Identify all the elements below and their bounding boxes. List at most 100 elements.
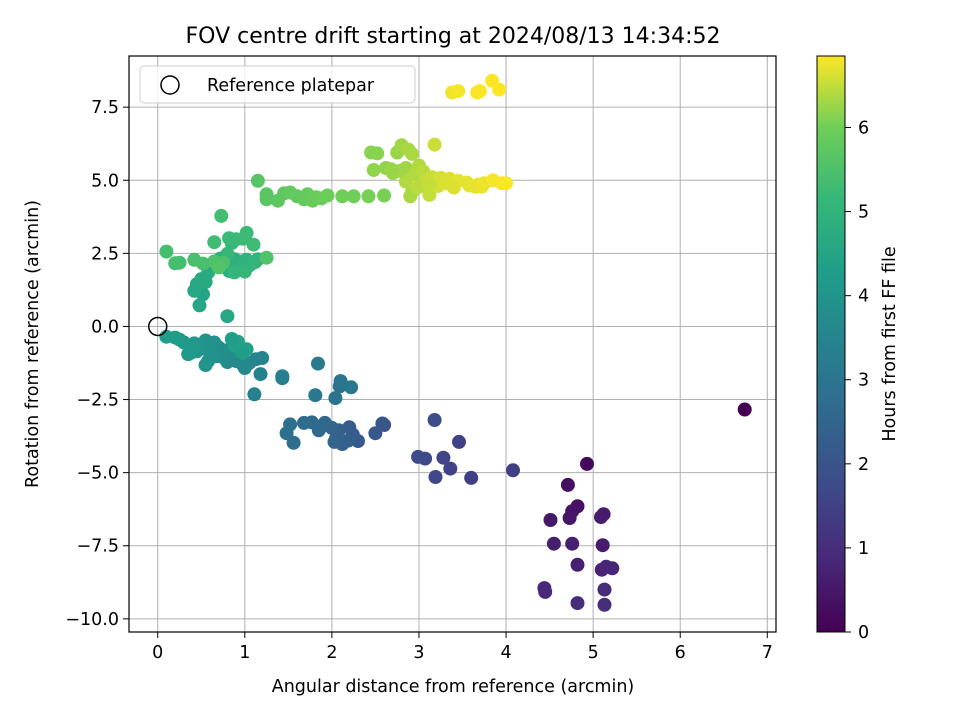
data-point [492, 82, 507, 97]
x-tick-label: 1 [239, 643, 250, 663]
chart-title: FOV centre drift starting at 2024/08/13 … [186, 24, 721, 49]
x-tick-label: 2 [326, 643, 337, 663]
y-axis-ticks: 7.5 5.0 2.5 0.0 −2.5 −5.0 −7.5 −10.0 [65, 98, 129, 630]
data-point [181, 347, 196, 362]
data-point [538, 584, 553, 599]
x-tick-label: 6 [675, 643, 686, 663]
data-point [560, 477, 575, 492]
data-point [472, 84, 487, 99]
data-point [196, 256, 210, 271]
colorbar-tick-label: 4 [858, 287, 869, 307]
data-point [446, 180, 461, 195]
colorbar-tick-label: 5 [858, 203, 869, 223]
data-point [594, 510, 608, 525]
y-tick-label: −10.0 [65, 610, 119, 630]
legend-box [139, 65, 416, 104]
data-point [597, 582, 612, 597]
data-point [370, 146, 385, 161]
data-point [377, 188, 392, 203]
data-point [368, 426, 383, 441]
data-point [565, 536, 580, 551]
data-point [286, 435, 301, 450]
data-point [168, 256, 183, 271]
reference-platepar-marker [147, 316, 168, 337]
data-point [398, 174, 413, 189]
data-point [499, 176, 514, 191]
colorbar-tick-label: 2 [858, 455, 869, 475]
data-point [253, 367, 268, 382]
legend-reference-marker [160, 75, 180, 95]
data-point [422, 177, 437, 192]
data-point [320, 188, 335, 203]
data-point [311, 356, 325, 371]
data-point [297, 415, 311, 430]
data-point [211, 260, 226, 275]
data-point [214, 208, 229, 223]
y-tick-label: −7.5 [77, 537, 120, 557]
y-tick-label: 2.5 [91, 244, 119, 264]
data-point [308, 388, 323, 403]
data-point [427, 413, 442, 427]
colorbar-tick-label: 1 [858, 539, 869, 559]
data-point [346, 189, 361, 204]
data-point [333, 374, 348, 389]
data-point [366, 163, 381, 177]
data-point [198, 358, 213, 373]
data-point [464, 470, 479, 485]
data-point [279, 426, 294, 441]
data-point [595, 538, 610, 553]
data-point [207, 235, 222, 250]
data-point [597, 597, 612, 612]
data-point [246, 237, 261, 252]
data-point [422, 187, 437, 202]
y-tick-label: 0.0 [91, 317, 119, 337]
data-point [250, 173, 265, 188]
y-tick-label: 7.5 [91, 98, 119, 118]
data-point [259, 250, 274, 265]
data-point [580, 456, 594, 471]
colorbar-gradient [816, 55, 846, 633]
data-point [227, 265, 242, 280]
data-point [335, 189, 350, 204]
y-tick-label: −2.5 [77, 391, 120, 411]
data-point [159, 244, 174, 259]
data-point [247, 387, 262, 402]
x-tick-label: 7 [762, 643, 773, 663]
x-tick-label: 5 [588, 643, 599, 663]
colorbar-tick-label: 3 [858, 371, 869, 391]
data-point [605, 561, 620, 576]
data-point [562, 511, 577, 525]
plot-frame [128, 55, 777, 633]
data-point [546, 536, 561, 551]
x-tick-label: 3 [413, 643, 424, 663]
data-point [224, 332, 239, 346]
data-point [436, 450, 451, 465]
data-point [220, 309, 235, 324]
legend-label: Reference platepar [207, 76, 375, 96]
data-point [737, 402, 752, 417]
data-point [361, 189, 376, 204]
data-point [384, 162, 399, 177]
x-axis-label: Angular distance from reference (arcmin) [272, 677, 635, 697]
data-point [405, 146, 419, 161]
data-point [570, 596, 585, 611]
colorbar-label: Hours from first FF file [880, 246, 900, 441]
data-point [427, 137, 442, 152]
x-tick-label: 0 [152, 643, 163, 663]
colorbar-ticks: 0 1 2 3 4 5 6 [845, 118, 869, 643]
data-point [428, 470, 443, 484]
y-tick-label: 5.0 [91, 171, 119, 191]
data-point [328, 391, 343, 406]
data-point [259, 192, 274, 207]
y-axis-label: Rotation from reference (arcmin) [23, 200, 43, 488]
y-tick-label: −5.0 [77, 464, 120, 484]
data-point [327, 434, 342, 449]
data-point [192, 298, 207, 313]
data-point [451, 84, 466, 99]
legend: Reference platepar [139, 65, 416, 104]
data-point [570, 557, 585, 572]
x-tick-label: 4 [500, 643, 511, 663]
data-point [275, 369, 290, 384]
reference-marker [147, 316, 168, 337]
data-points [159, 73, 752, 612]
